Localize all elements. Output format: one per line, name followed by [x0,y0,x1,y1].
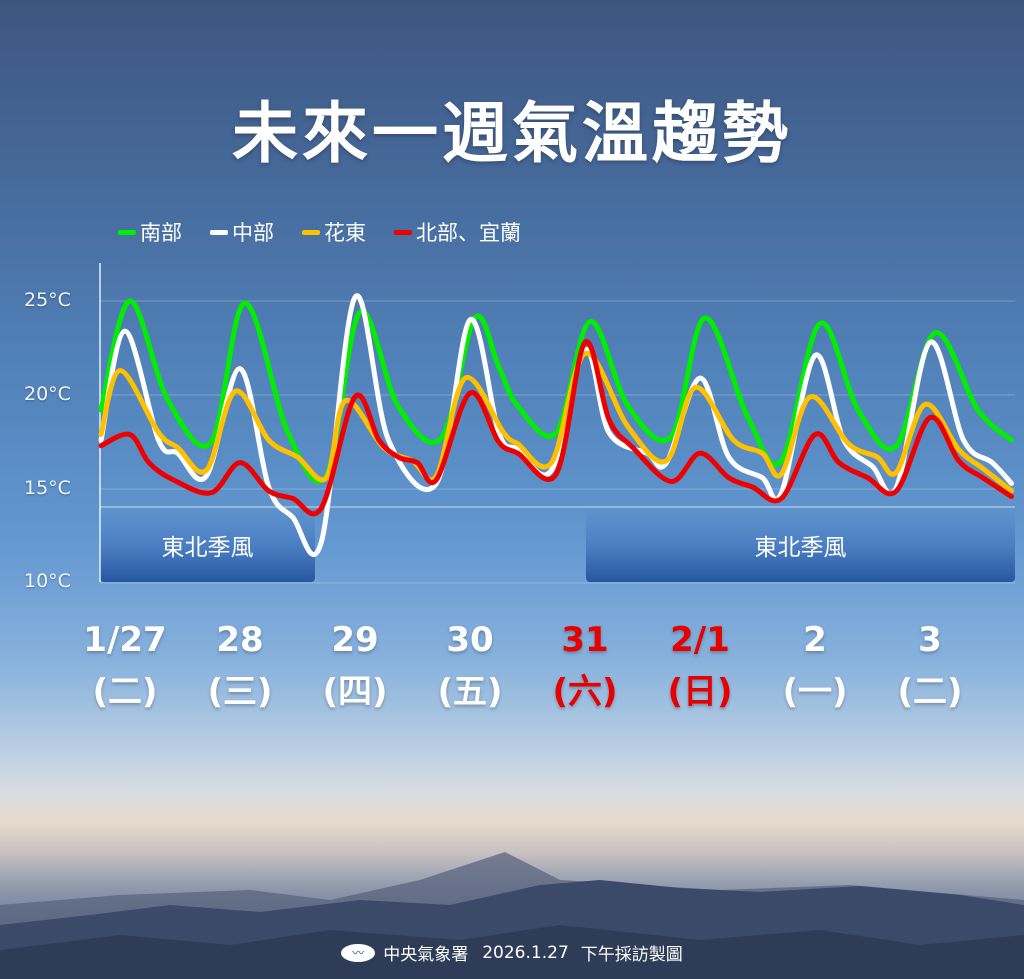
series-line-北部、宜蘭 [98,339,1014,517]
legend-item-south: 南部 [118,217,182,247]
x-weekday-label: (一) [782,672,848,712]
monsoon-label: 東北季風 [754,535,847,561]
footer-date: 2026.1.27 [482,942,569,963]
legend-swatch [302,229,320,235]
x-weekday-label: (二) [92,672,158,712]
legend-item-north-yilan: 北部、宜蘭 [394,217,521,247]
legend: 南部 中部 花東 北部、宜蘭 [118,217,549,247]
cwa-logo-icon: 〰 [341,943,376,962]
y-tick-label: 20°C [24,383,71,405]
x-date-label: 31 [561,620,609,660]
monsoon-band: 東北季風 [100,508,315,582]
monsoon-band: 東北季風 [586,508,1015,582]
legend-label: 北部、宜蘭 [416,221,521,245]
x-weekday-label: (三) [207,672,273,712]
footer-agency: 中央氣象署 [383,945,469,965]
x-weekday-label: (二) [897,672,963,712]
legend-item-central: 中部 [210,217,274,247]
x-date-label: 29 [331,620,379,660]
x-date-label: 30 [446,620,494,660]
x-weekday-label: (四) [322,672,388,712]
x-day-label: 28 (三) [183,620,298,713]
x-date-label: 3 [918,620,942,660]
x-date-label: 2/1 [670,620,730,660]
legend-swatch [394,229,412,235]
legend-swatch [210,229,228,235]
footer-note: 下午採訪製圖 [580,945,683,965]
x-day-label: 29 (四) [298,620,413,713]
x-date-label: 2 [803,620,827,660]
x-day-label: 30 (五) [413,620,528,713]
x-date-label: 28 [216,620,264,660]
monsoon-label: 東北季風 [161,535,254,561]
x-day-label: 3 (二) [873,620,988,713]
series-line-花東 [98,351,1014,494]
x-day-label: 31 (六) [528,620,643,713]
y-tick-label: 10°C [24,570,71,592]
footer: 〰 中央氣象署 2026.1.27 下午採訪製圖 [0,940,1024,965]
y-tick-label: 15°C [24,477,71,499]
legend-label: 中部 [232,221,274,245]
x-day-label: 1/27 (二) [68,620,183,713]
legend-label: 花東 [324,221,366,245]
x-weekday-label: (五) [437,672,503,712]
x-day-label: 2 (一) [758,620,873,713]
x-day-label: 2/1 (日) [643,620,758,713]
legend-swatch [118,229,136,235]
y-tick-label: 25°C [24,289,71,311]
series-line-中部 [98,293,1014,558]
x-weekday-label: (六) [552,672,618,712]
legend-item-hualien-taitung: 花東 [302,217,366,247]
legend-label: 南部 [140,221,182,245]
x-date-label: 1/27 [83,620,167,660]
x-weekday-label: (日) [667,672,733,712]
chart-title: 未來一週氣溫趨勢 [232,95,792,172]
series-line-南部 [98,298,1014,485]
